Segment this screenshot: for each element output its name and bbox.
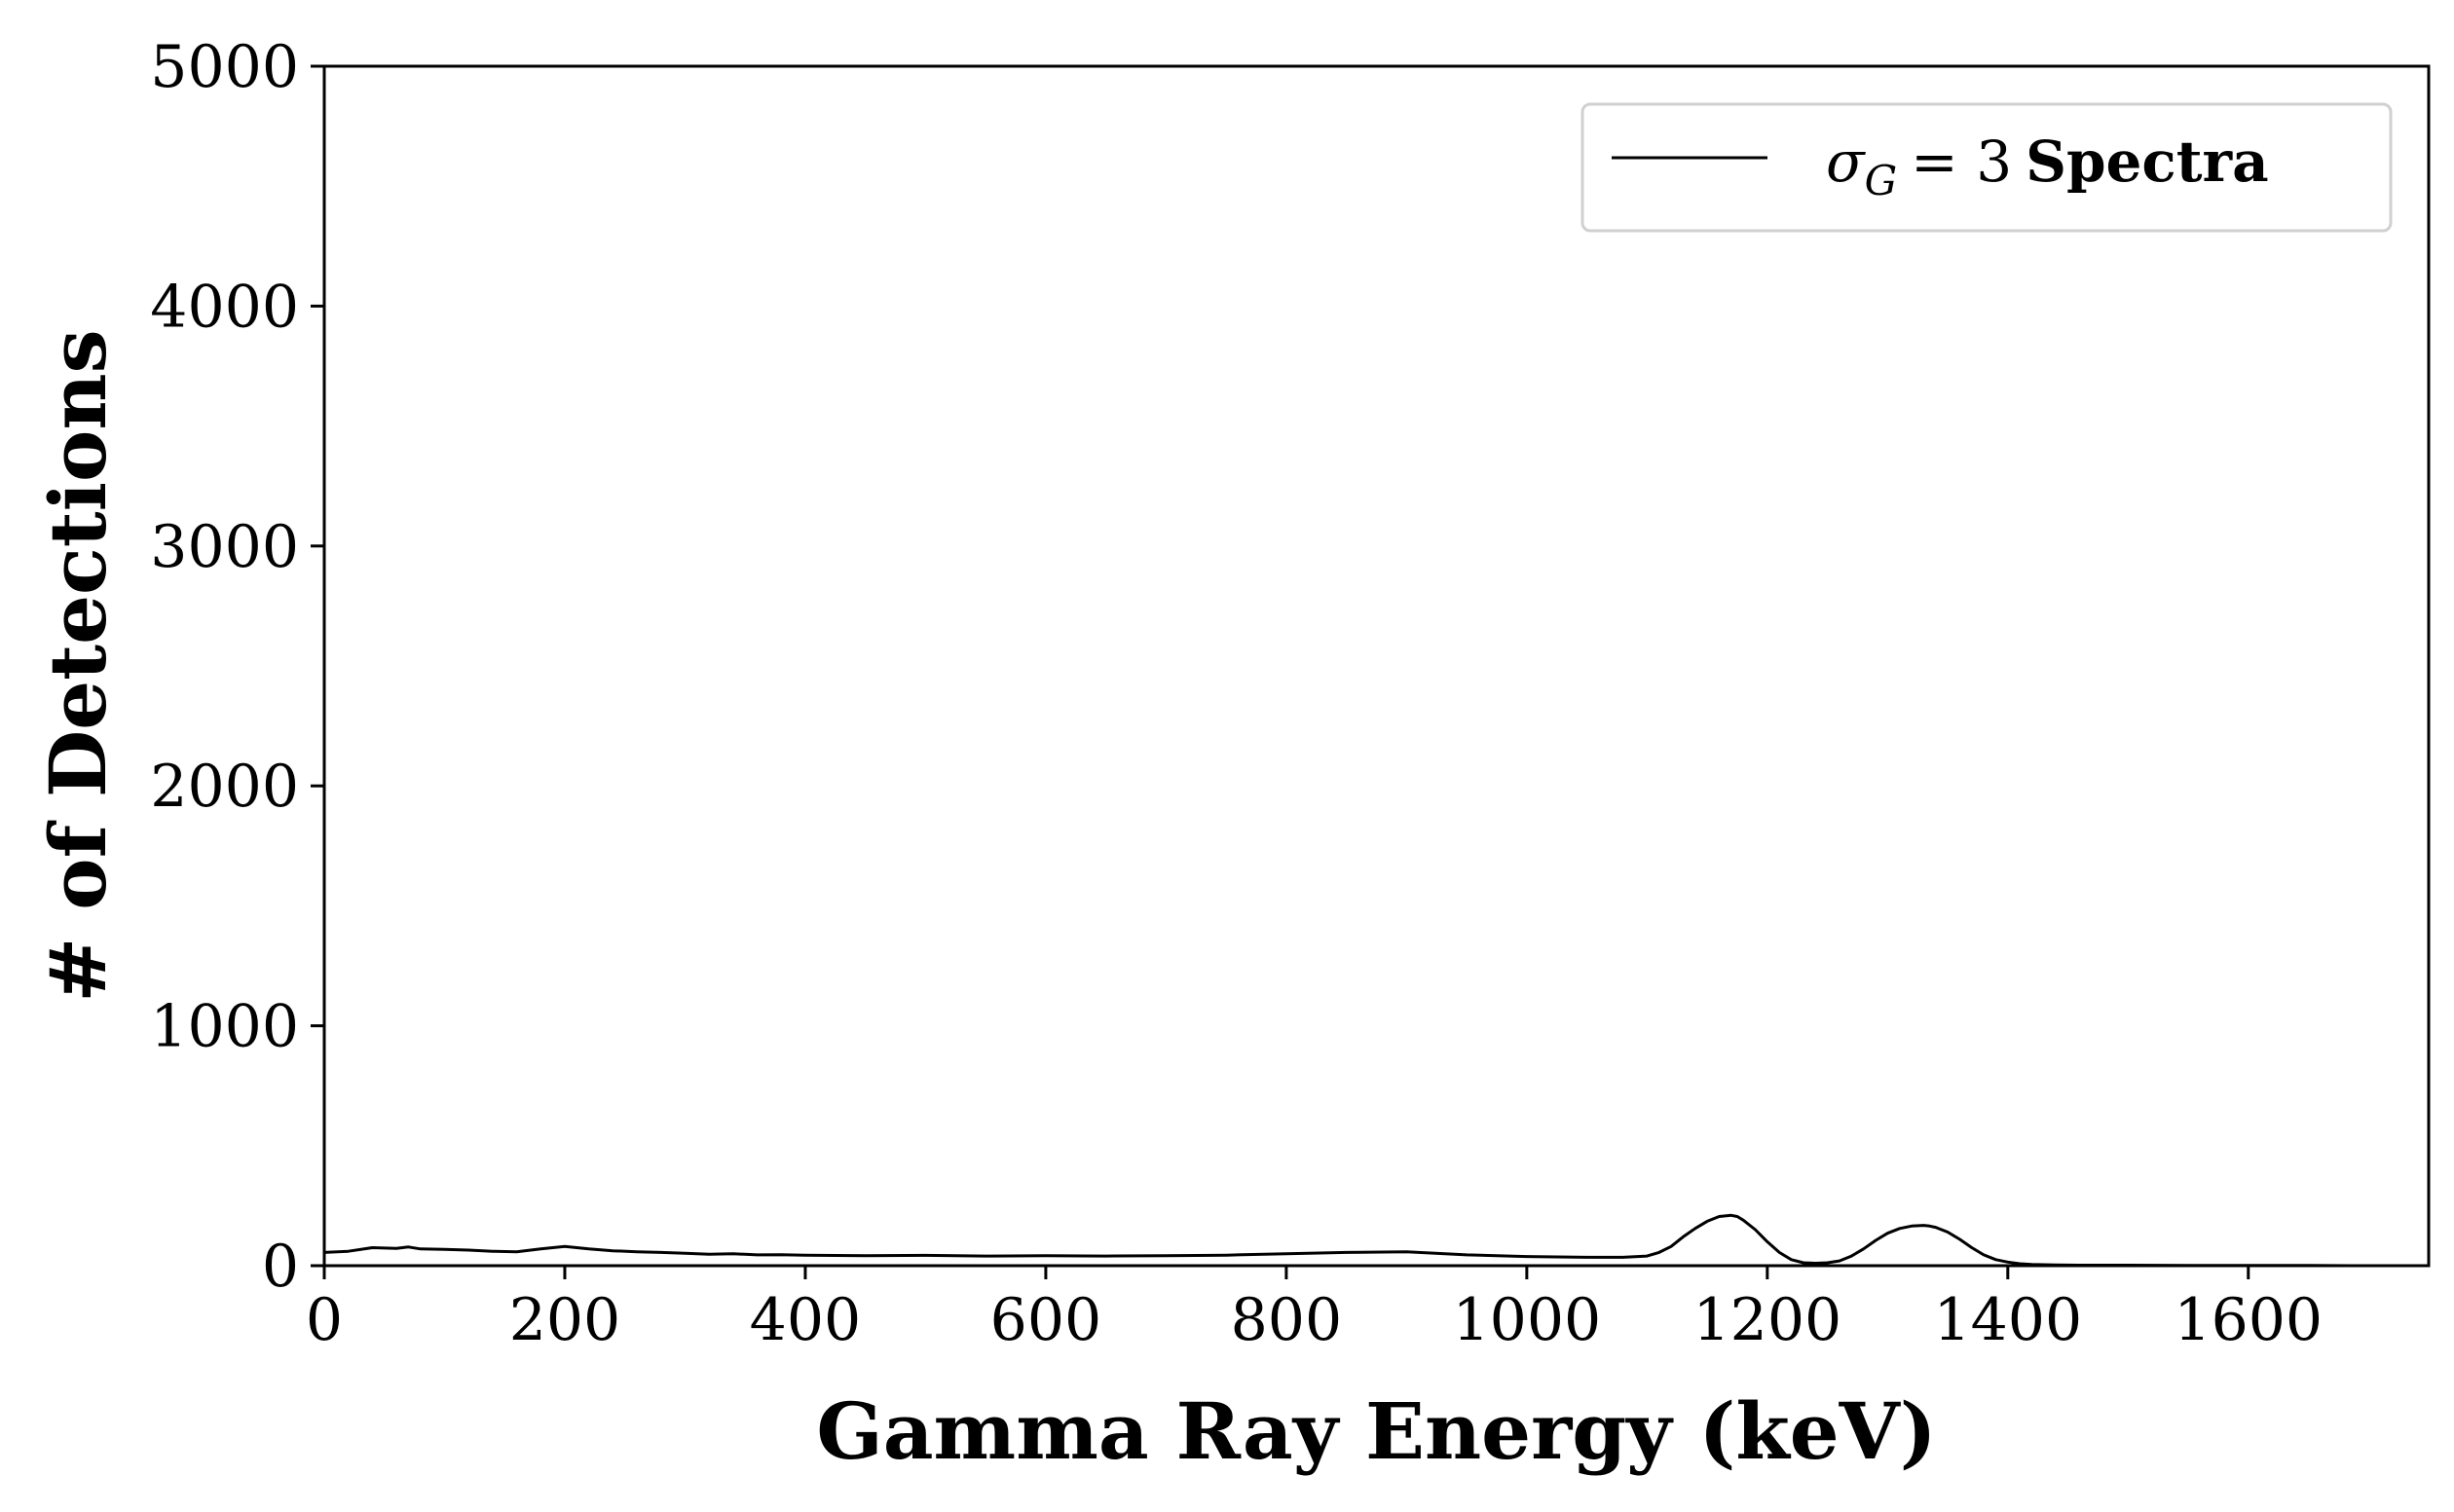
y-tick-label: 5000: [150, 33, 299, 101]
legend-subscript: G: [1865, 157, 1898, 204]
x-tick-label: 1000: [1453, 1286, 1602, 1354]
series-layer: [323, 1213, 2429, 1268]
legend-series-text: Spectra: [2026, 129, 2269, 195]
y-tick-label: 0: [262, 1233, 299, 1301]
x-tick-label: 1600: [2174, 1286, 2323, 1354]
x-tick-label: 800: [1231, 1286, 1343, 1354]
x-tick-label: 1400: [1933, 1286, 2082, 1354]
x-axis-title: Gamma Ray Energy (keV): [816, 1385, 1936, 1477]
x-tick-label: 400: [750, 1286, 862, 1354]
x-tick-label: 600: [990, 1286, 1102, 1354]
ticks-layer: 0 200 400 600 800 1000 1200 1400 1600 0 1000 2000 30…: [150, 33, 2323, 1354]
x-tick-label: 1200: [1692, 1286, 1841, 1354]
legend-label: σG = 3 Spectra: [1826, 129, 2269, 204]
y-tick-label: 3000: [150, 513, 299, 581]
x-tick-label: 200: [509, 1286, 621, 1354]
plot-frame: [322, 64, 2431, 1268]
y-tick-label: 1000: [150, 993, 299, 1061]
legend-equals: = 3: [1911, 129, 2012, 195]
x-tick-label: 0: [306, 1286, 343, 1354]
legend-sigma: σ: [1826, 129, 1866, 195]
legend: σG = 3 Spectra: [1580, 102, 2393, 233]
y-tick-label: 4000: [150, 273, 299, 341]
legend-box: [1580, 102, 2393, 233]
y-tick-label: 2000: [150, 753, 299, 821]
series-line: [323, 1213, 2429, 1268]
y-axis-title: # of Detections: [32, 329, 124, 1002]
